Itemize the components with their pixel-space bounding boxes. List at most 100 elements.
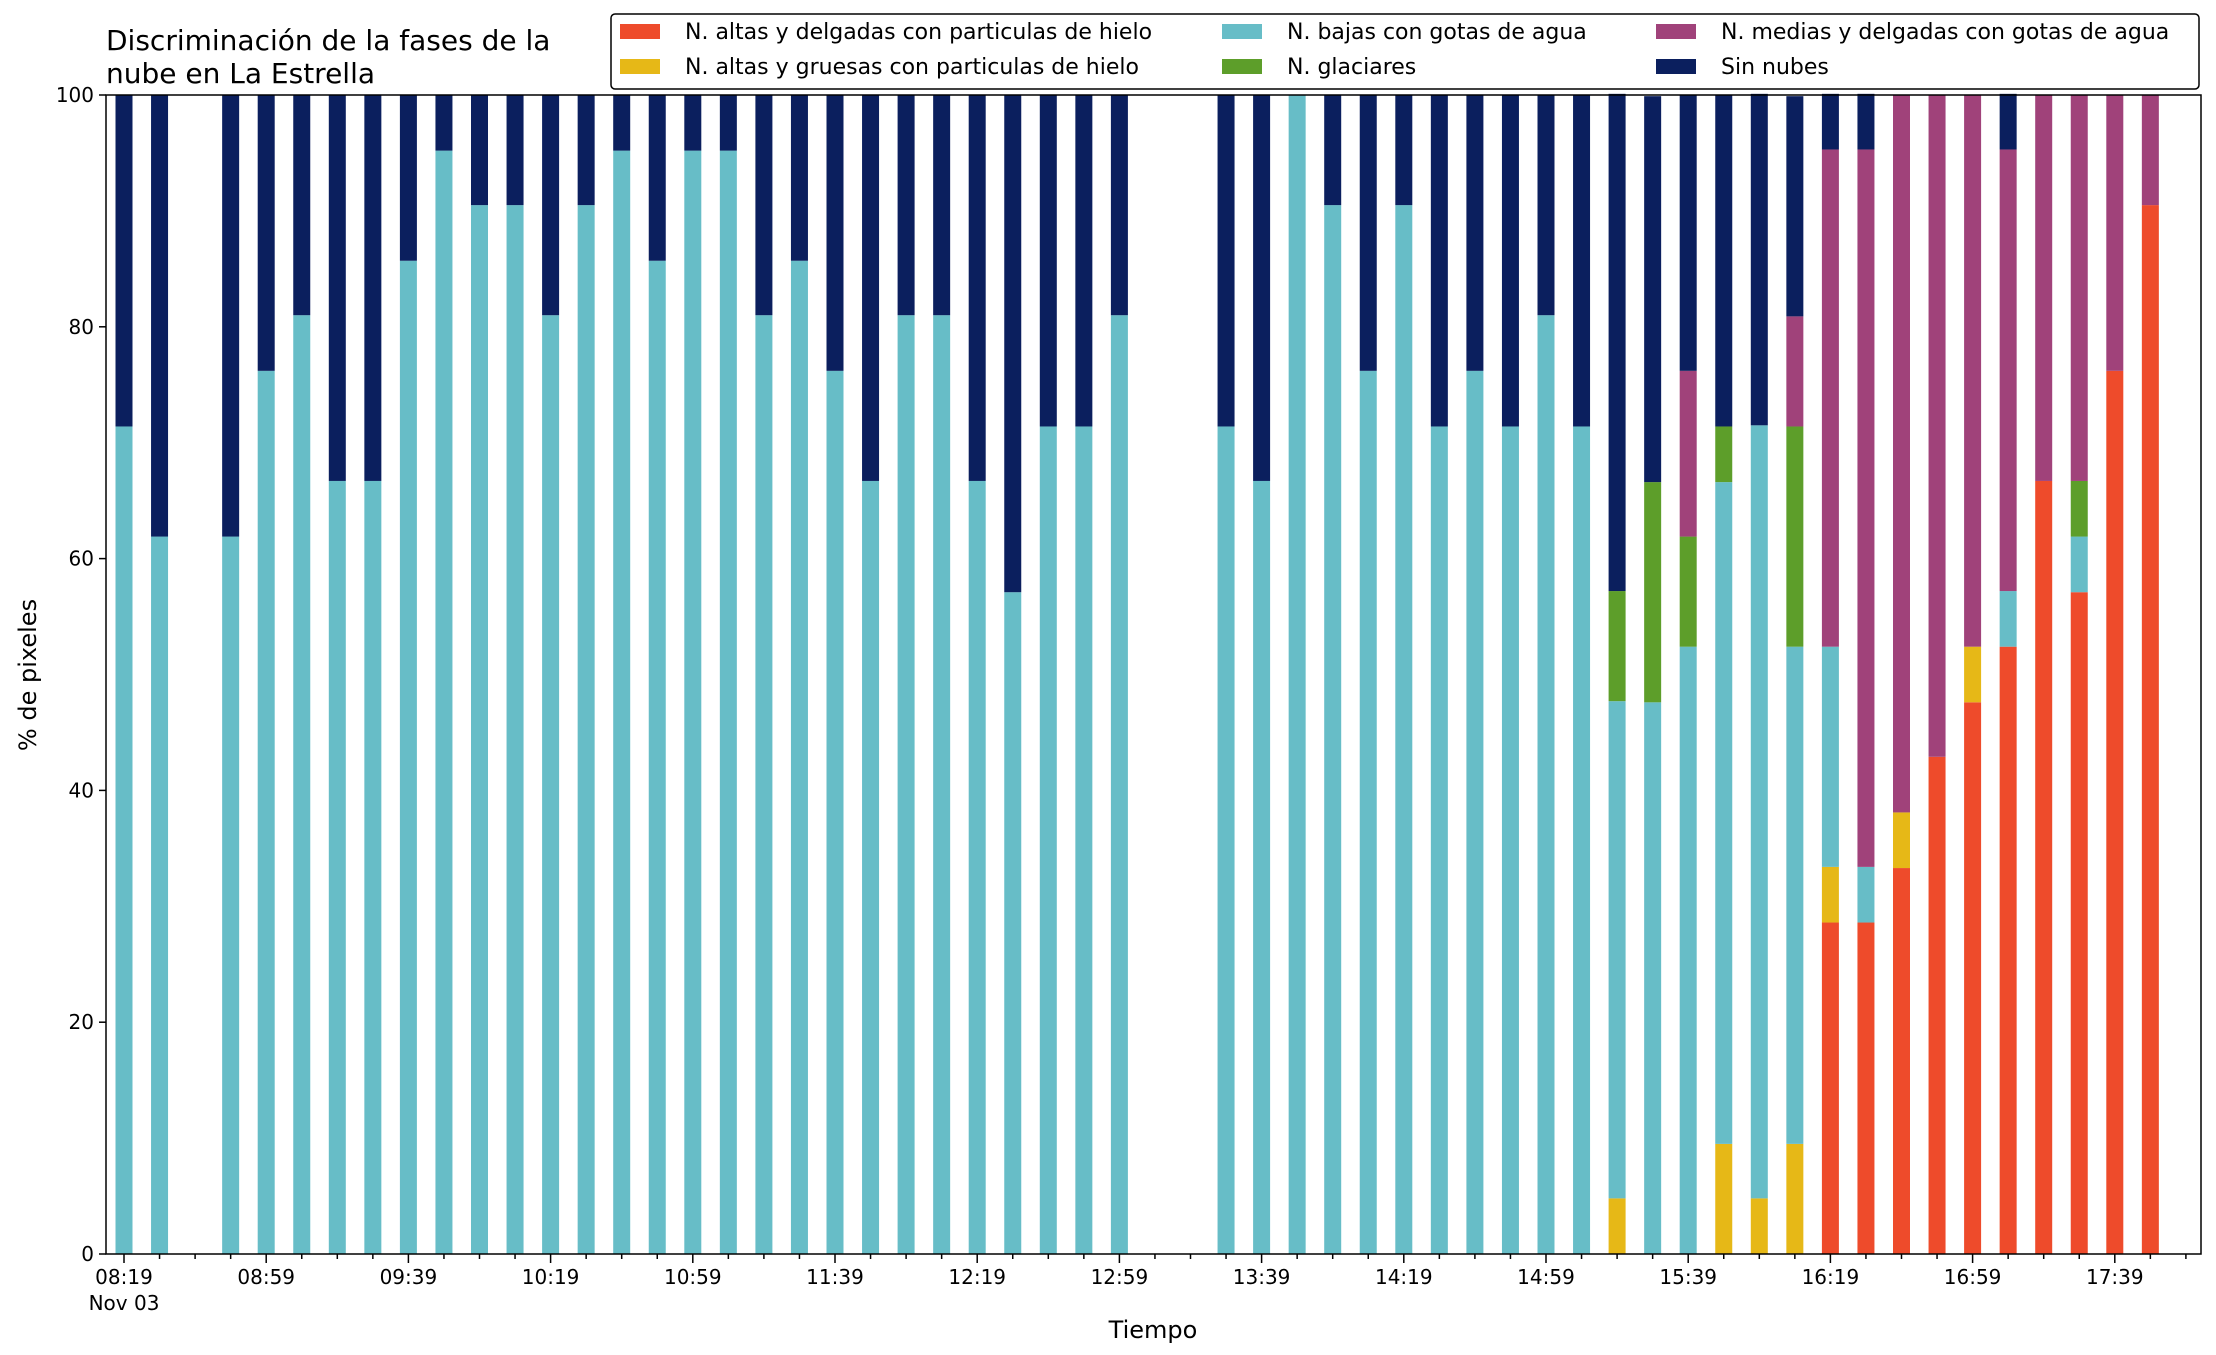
x-tick-date-label: Nov 03: [89, 1291, 160, 1315]
bar-segment-n-altas-y-gruesas-con-particulas-de-hielo-1609: [1786, 1143, 1804, 1254]
bar-segment-n-bajas-con-gotas-de-agua-1109: [719, 150, 737, 1254]
y-tick-label: 100: [56, 83, 94, 107]
chart-title-line-1: Discriminación de la fases de la: [106, 24, 550, 57]
x-tick-label: 10:19: [522, 1265, 580, 1289]
bar-segment-n-bajas-con-gotas-de-agua-0829: [151, 536, 169, 1254]
legend: N. altas y delgadas con particulas de hi…: [610, 13, 2200, 90]
legend-label-n-glaciares: N. glaciares: [1287, 55, 1416, 80]
x-tick-label: 13:39: [1233, 1265, 1291, 1289]
bar-segment-n-altas-y-delgadas-con-particulas-de-hielo-1629: [1857, 922, 1875, 1254]
bar-segment-n-medias-y-delgadas-con-gotas-de-agua-1649: [1928, 95, 1946, 757]
bar-segment-n-altas-y-gruesas-con-particulas-de-hielo-1519: [1608, 1198, 1626, 1254]
bar-segment-n-bajas-con-gotas-de-agua-0819: [115, 426, 133, 1255]
legend-swatch-n-bajas-con-gotas-de-agua: [1222, 24, 1262, 39]
x-tick-label: 08:19: [95, 1265, 153, 1289]
bar-segment-sin-nubes-1629: [1857, 93, 1875, 150]
bar-segment-n-bajas-con-gotas-de-agua-0909: [293, 315, 311, 1255]
bars-group: [115, 93, 2159, 1255]
bar-segment-n-bajas-con-gotas-de-agua-1549: [1715, 482, 1733, 1144]
bar-segment-n-bajas-con-gotas-de-agua-1539: [1679, 646, 1697, 1254]
bar-segment-n-bajas-con-gotas-de-agua-1149: [862, 480, 880, 1254]
bar-segment-n-bajas-con-gotas-de-agua-1129: [790, 260, 808, 1254]
bar-segment-n-medias-y-delgadas-con-gotas-de-agua-1629: [1857, 149, 1875, 867]
bar-segment-n-bajas-con-gotas-de-agua-1059: [684, 150, 702, 1254]
bar-segment-sin-nubes-1159: [897, 95, 915, 316]
bar-segment-n-bajas-con-gotas-de-agua-1359: [1324, 205, 1342, 1255]
bar-segment-sin-nubes-1539: [1679, 95, 1697, 371]
x-tick-label: 14:59: [1517, 1265, 1575, 1289]
chart-title-line-2: nube en La Estrella: [106, 57, 375, 90]
bar-segment-n-altas-y-delgadas-con-particulas-de-hielo-1709: [1999, 646, 2017, 1254]
bar-segment-n-bajas-con-gotas-de-agua-0919: [328, 480, 346, 1254]
bar-segment-sin-nubes-0859: [257, 95, 275, 371]
bar-segment-sin-nubes-1009: [506, 95, 524, 206]
bar-segment-n-altas-y-gruesas-con-particulas-de-hielo-1659: [1964, 646, 1982, 703]
bar-segment-sin-nubes-0819: [115, 95, 133, 427]
bar-segment-sin-nubes-1239: [1039, 95, 1057, 427]
bar-segment-sin-nubes-0829: [151, 95, 169, 537]
bar-segment-sin-nubes-0849: [222, 95, 240, 537]
bar-segment-sin-nubes-0919: [328, 95, 346, 481]
legend-label-sin-nubes: Sin nubes: [1721, 55, 1829, 80]
bar-segment-sin-nubes-1259: [1110, 95, 1128, 316]
x-tick-label: 12:19: [948, 1265, 1006, 1289]
bar-segment-n-bajas-con-gotas-de-agua-1349: [1288, 95, 1306, 1254]
bar-segment-sin-nubes-1459: [1537, 95, 1555, 316]
bar-segment-sin-nubes-1329: [1217, 95, 1235, 427]
bar-segment-n-bajas-con-gotas-de-agua-1459: [1537, 315, 1555, 1255]
bar-segment-n-bajas-con-gotas-de-agua-1339: [1253, 480, 1271, 1254]
bar-segment-n-glaciares-1609: [1786, 426, 1804, 647]
bar-segment-n-altas-y-delgadas-con-particulas-de-hielo-1729: [2070, 592, 2088, 1254]
x-tick-label: 16:59: [1944, 1265, 2002, 1289]
x-tick-label: 12:59: [1091, 1265, 1149, 1289]
bar-segment-n-bajas-con-gotas-de-agua-1159: [897, 315, 915, 1255]
x-tick-label: 17:39: [2086, 1265, 2144, 1289]
bar-segment-sin-nubes-1049: [648, 95, 666, 261]
bar-segment-sin-nubes-0939: [399, 95, 417, 261]
legend-box: [610, 13, 2200, 90]
bar-segment-n-bajas-con-gotas-de-agua-1729: [2070, 536, 2088, 593]
bar-segment-sin-nubes-1359: [1324, 95, 1342, 206]
bar-segment-n-medias-y-delgadas-con-gotas-de-agua-1749: [2141, 95, 2159, 206]
bar-segment-sin-nubes-0959: [471, 95, 488, 206]
bar-segment-n-bajas-con-gotas-de-agua-1139: [826, 370, 844, 1255]
bar-segment-n-glaciares-1519: [1608, 591, 1626, 702]
bar-segment-n-bajas-con-gotas-de-agua-1259: [1110, 315, 1128, 1255]
bar-segment-sin-nubes-0929: [364, 95, 382, 481]
bar-segment-n-altas-y-delgadas-con-particulas-de-hielo-1739: [2106, 370, 2124, 1255]
bar-segment-sin-nubes-1509: [1573, 95, 1591, 427]
bar-segment-n-bajas-con-gotas-de-agua-1709: [1999, 591, 2017, 647]
bar-segment-n-medias-y-delgadas-con-gotas-de-agua-1659: [1964, 95, 1982, 647]
x-tick-label: 09:39: [380, 1265, 438, 1289]
legend-label-n-altas-y-delgadas-con-particulas-de-hielo: N. altas y delgadas con particulas de hi…: [685, 20, 1152, 45]
x-tick-label: 14:19: [1375, 1265, 1433, 1289]
bar-segment-n-bajas-con-gotas-de-agua-1329: [1217, 426, 1235, 1255]
bar-segment-n-glaciares-1729: [2070, 480, 2088, 537]
bar-segment-sin-nubes-1619: [1821, 93, 1839, 150]
bar-segment-n-bajas-con-gotas-de-agua-0959: [471, 205, 488, 1255]
y-tick-label: 0: [81, 1242, 94, 1266]
bar-segment-sin-nubes-1129: [790, 95, 808, 261]
x-tick-label: 10:59: [664, 1265, 722, 1289]
bar-segment-n-altas-y-delgadas-con-particulas-de-hielo-1719: [2035, 480, 2053, 1254]
bar-segment-n-altas-y-delgadas-con-particulas-de-hielo-1649: [1928, 756, 1946, 1254]
bar-segment-n-bajas-con-gotas-de-agua-1119: [755, 315, 773, 1255]
bar-segment-n-bajas-con-gotas-de-agua-1019: [542, 315, 560, 1255]
bar-segment-n-medias-y-delgadas-con-gotas-de-agua-1609: [1786, 316, 1804, 427]
bar-segment-n-bajas-con-gotas-de-agua-1629: [1857, 866, 1875, 923]
bar-segment-n-bajas-con-gotas-de-agua-1609: [1786, 646, 1804, 1144]
bar-segment-n-bajas-con-gotas-de-agua-1439: [1466, 370, 1484, 1255]
bar-segment-n-bajas-con-gotas-de-agua-0949: [435, 150, 453, 1254]
bar-segment-n-altas-y-gruesas-con-particulas-de-hielo-1639: [1893, 812, 1910, 869]
bar-segment-n-bajas-con-gotas-de-agua-1529: [1644, 702, 1662, 1254]
bar-segment-sin-nubes-1039: [613, 95, 631, 151]
bar-segment-n-bajas-con-gotas-de-agua-1029: [577, 205, 595, 1255]
bar-segment-sin-nubes-1119: [755, 95, 773, 316]
bar-segment-sin-nubes-1529: [1644, 96, 1662, 483]
bar-segment-sin-nubes-1229: [1004, 95, 1022, 593]
bar-segment-n-bajas-con-gotas-de-agua-1509: [1573, 426, 1591, 1255]
bar-segment-sin-nubes-1149: [862, 95, 880, 481]
bar-segment-sin-nubes-1439: [1466, 95, 1484, 371]
bar-segment-n-bajas-con-gotas-de-agua-1429: [1430, 426, 1448, 1255]
